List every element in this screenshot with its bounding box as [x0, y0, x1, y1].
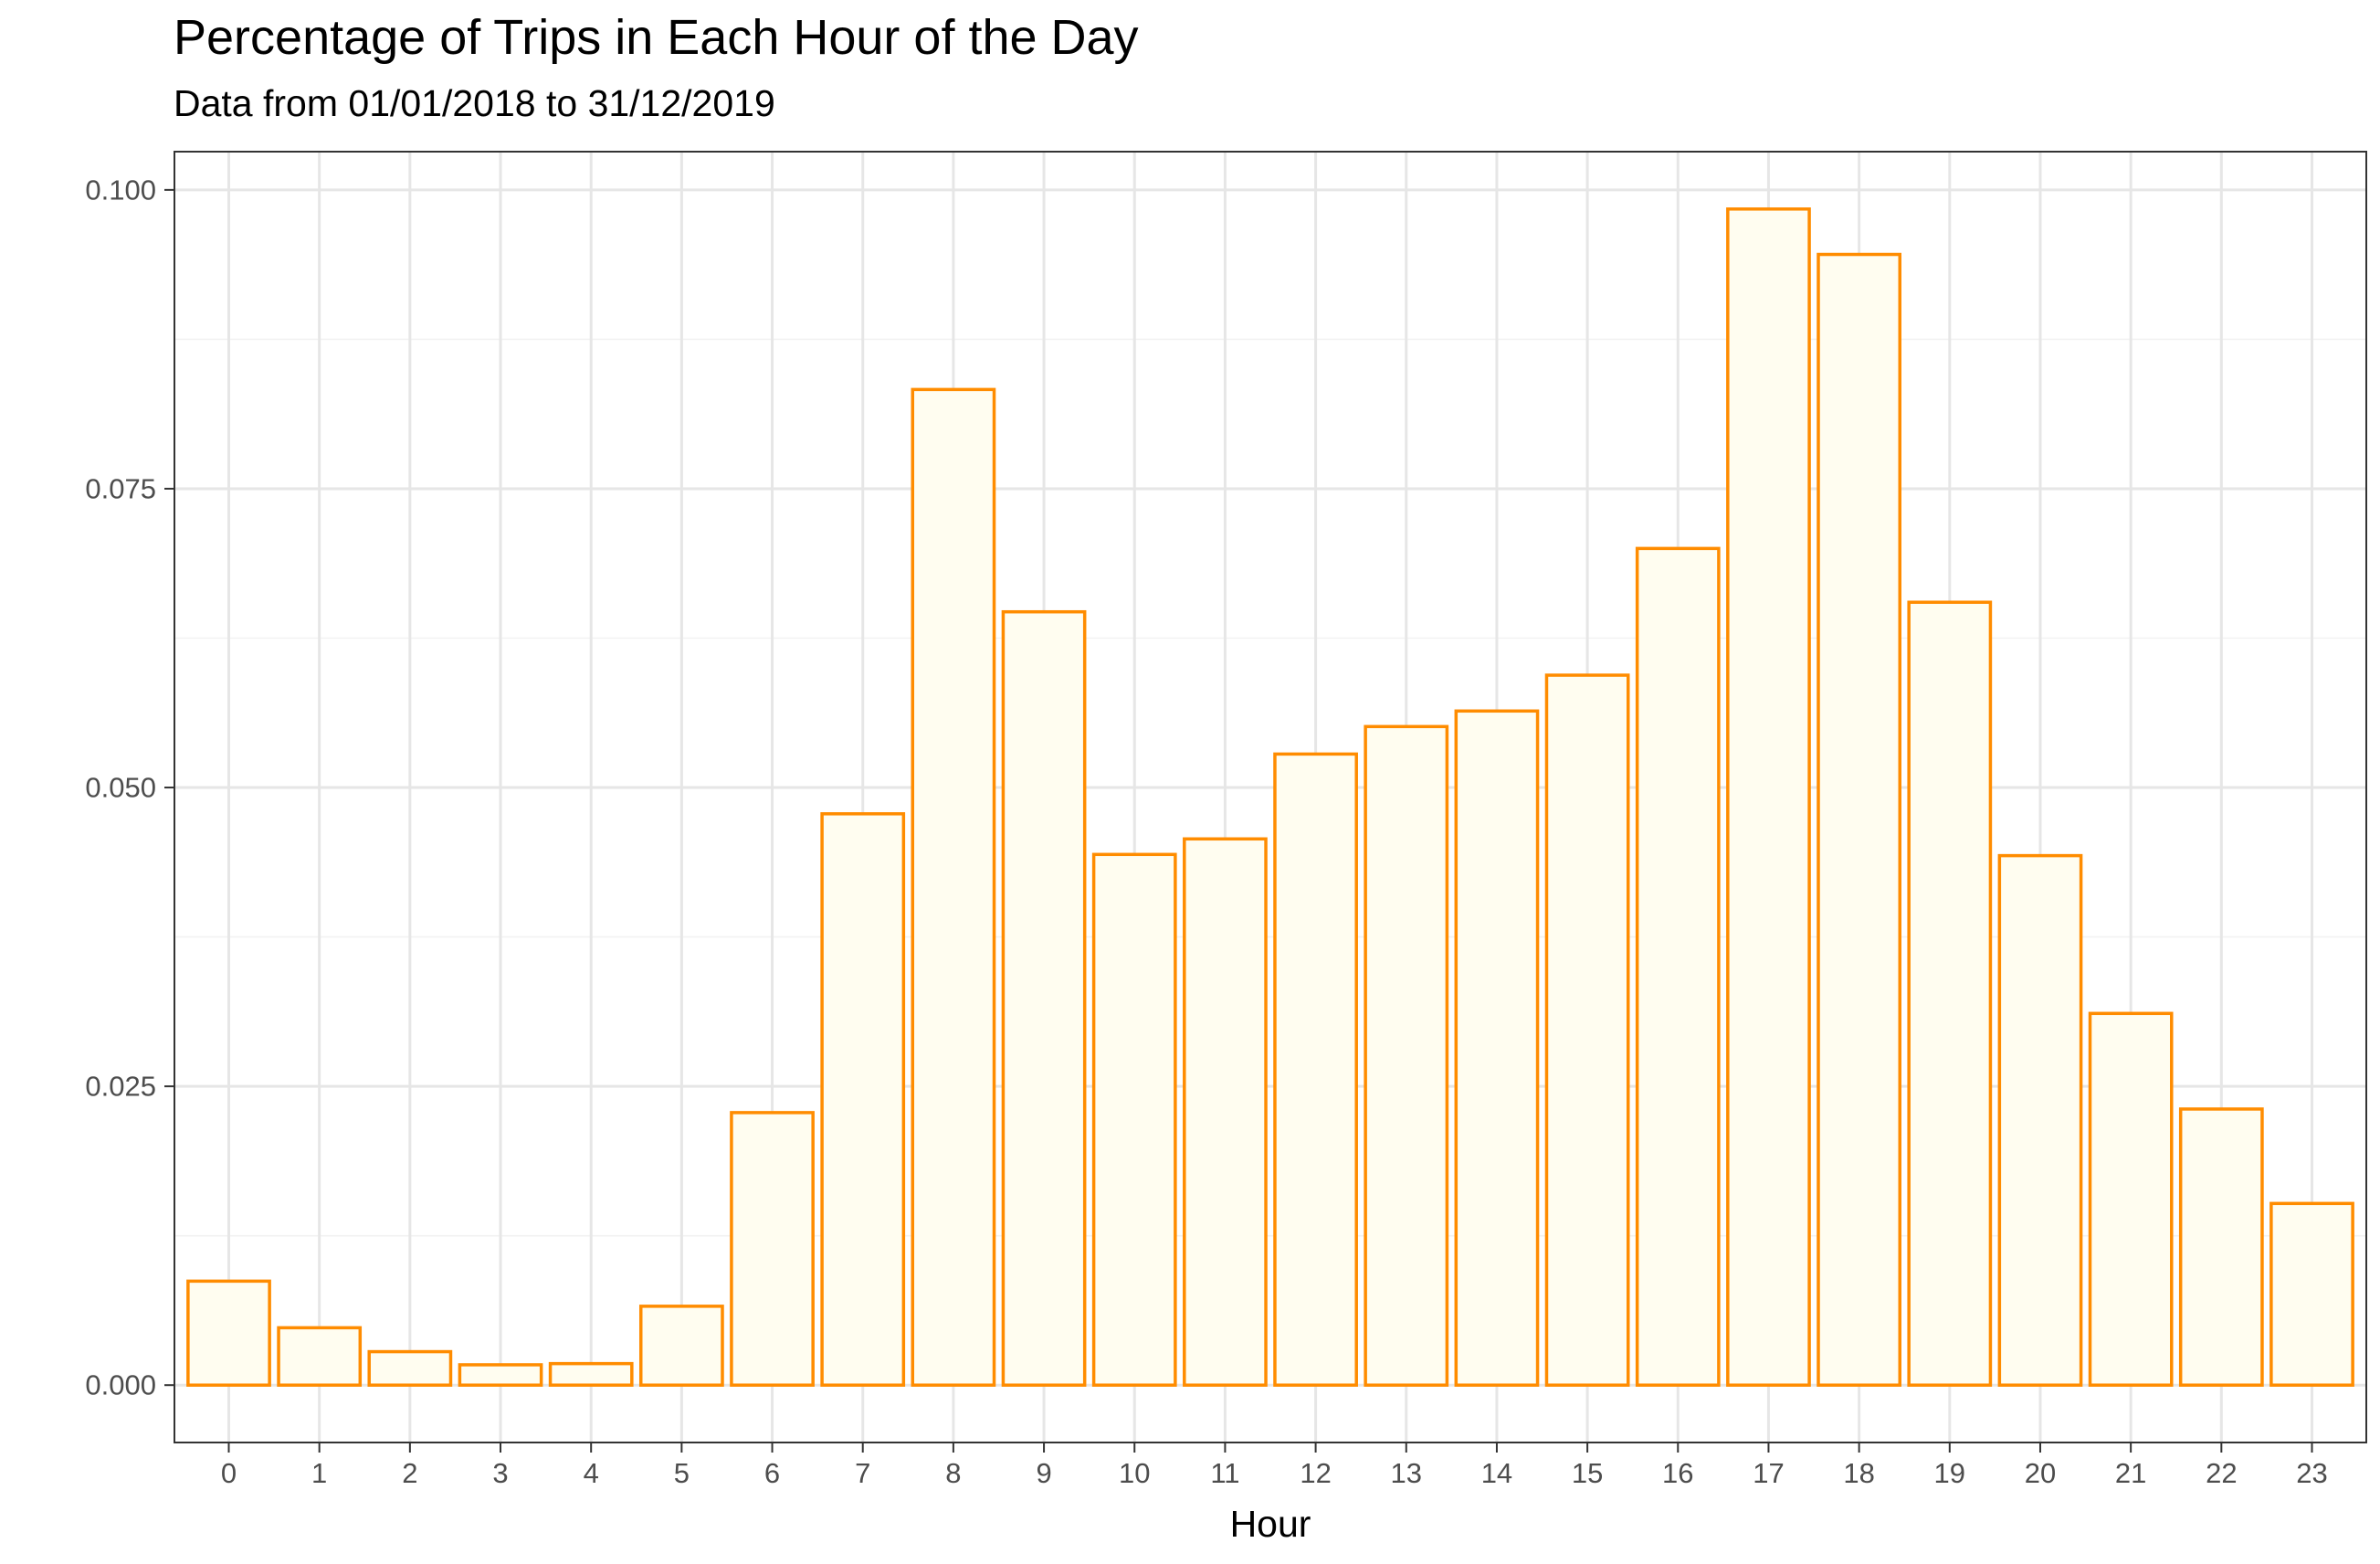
y-tick-label: 0.000 [85, 1369, 156, 1401]
y-tick-label: 0.025 [85, 1071, 156, 1103]
x-tick-label: 1 [311, 1457, 327, 1489]
bar-hour-7 [820, 812, 906, 1387]
x-tick-label: 17 [1753, 1457, 1784, 1489]
bar-hour-0 [186, 1279, 271, 1387]
chart-subtitle: Data from 01/01/2018 to 31/12/2019 [174, 82, 775, 124]
bar-hour-17 [1726, 207, 1811, 1387]
bar-hour-3 [458, 1363, 543, 1387]
plot-border [174, 151, 2367, 1443]
y-tick-label: 0.050 [85, 772, 156, 804]
bar-hour-19 [1907, 600, 1993, 1387]
chart-title: Percentage of Trips in Each Hour of the … [174, 10, 1139, 65]
x-tick-label: 0 [221, 1457, 237, 1489]
x-tick-label: 20 [2025, 1457, 2056, 1489]
x-tick-label: 23 [2296, 1457, 2327, 1489]
bar-hour-16 [1635, 546, 1721, 1387]
bar-hour-15 [1544, 673, 1630, 1387]
x-tick-label: 7 [855, 1457, 870, 1489]
x-tick-label: 8 [945, 1457, 961, 1489]
bar-hour-5 [638, 1305, 724, 1387]
y-tick-label: 0.100 [85, 174, 156, 206]
x-tick-label: 18 [1843, 1457, 1874, 1489]
bar-hour-9 [1001, 609, 1087, 1387]
x-axis-title: Hour [1230, 1503, 1311, 1545]
x-tick-label: 10 [1119, 1457, 1150, 1489]
x-tick-label: 11 [1210, 1457, 1239, 1489]
x-tick-label: 16 [1662, 1457, 1693, 1489]
bar-hour-6 [730, 1111, 815, 1387]
x-tick-label: 13 [1391, 1457, 1422, 1489]
x-tick-label: 15 [1572, 1457, 1603, 1489]
bar-hour-13 [1364, 724, 1449, 1387]
bar-hour-1 [277, 1326, 363, 1387]
bar-hour-21 [2088, 1011, 2174, 1387]
x-axis: 0 1 2 3 4 5 6 7 8 9 10 11 12 13 14 15 16 17 18 19 20 21 22 23 [221, 1442, 2328, 1489]
x-tick-label: 14 [1481, 1457, 1512, 1489]
bar-hour-14 [1454, 709, 1540, 1387]
x-tick-label: 2 [402, 1457, 417, 1489]
bar-hour-11 [1183, 837, 1268, 1387]
x-tick-label: 6 [764, 1457, 780, 1489]
bars [186, 207, 2354, 1387]
x-tick-label: 21 [2115, 1457, 2146, 1489]
bar-hour-10 [1091, 852, 1177, 1387]
x-tick-label: 4 [584, 1457, 599, 1489]
bar-hour-8 [911, 387, 996, 1387]
bar-hour-2 [367, 1349, 453, 1387]
bar-hour-23 [2269, 1201, 2354, 1387]
bar-hour-4 [548, 1361, 634, 1387]
x-tick-label: 12 [1300, 1457, 1331, 1489]
y-axis: 0.000 0.025 0.050 0.075 0.100 [85, 174, 174, 1401]
bar-hour-22 [2178, 1107, 2264, 1387]
bar-hour-18 [1817, 252, 1902, 1387]
bar-hour-12 [1273, 752, 1358, 1387]
x-tick-label: 22 [2206, 1457, 2237, 1489]
x-tick-label: 9 [1036, 1457, 1051, 1489]
bar-hour-20 [1997, 853, 2083, 1387]
x-tick-label: 19 [1934, 1457, 1965, 1489]
y-tick-label: 0.075 [85, 472, 156, 504]
x-tick-label: 5 [674, 1457, 690, 1489]
x-tick-label: 3 [492, 1457, 508, 1489]
